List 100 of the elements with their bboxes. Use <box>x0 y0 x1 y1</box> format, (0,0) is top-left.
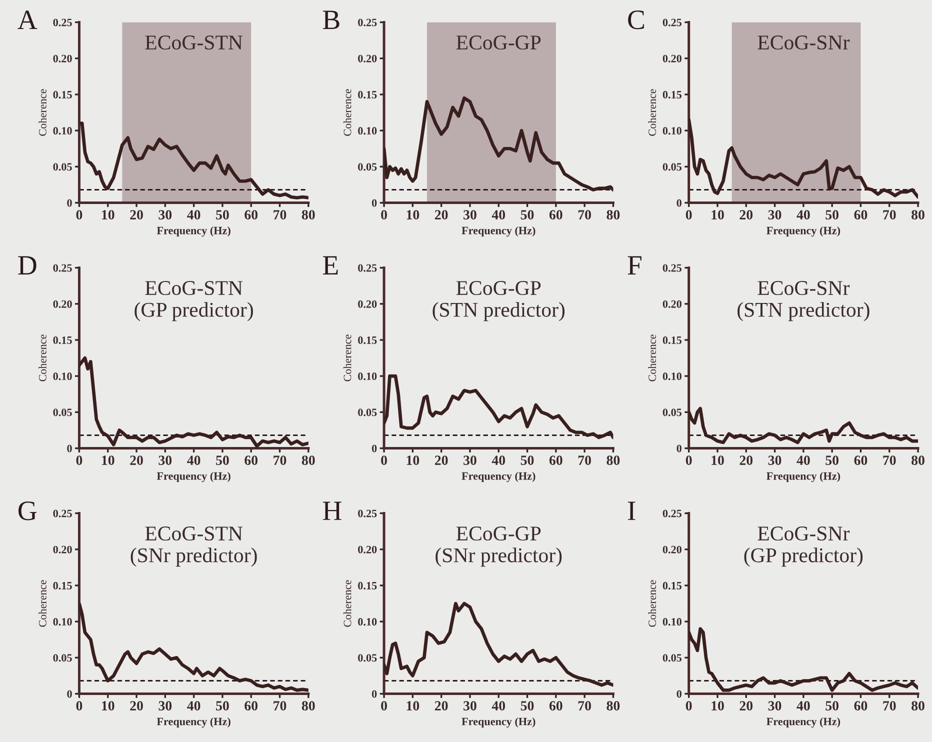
y-tick-label: 0.20 <box>662 300 682 308</box>
x-tick-label: 70 <box>883 456 896 465</box>
y-tick-label: 0 <box>372 444 377 452</box>
x-tick-label: 30 <box>158 456 172 465</box>
x-tick-label: 30 <box>158 701 172 710</box>
y-tick-label: 0.25 <box>662 510 682 518</box>
x-tick-label: 20 <box>130 210 143 220</box>
x-tick-label: 70 <box>578 210 591 220</box>
x-tick-label: 50 <box>520 210 534 220</box>
text: ECoG-GP (STN predictor) <box>432 281 565 322</box>
text: E <box>322 256 338 274</box>
y-tick-label: 0 <box>676 199 682 207</box>
text: G <box>18 502 37 520</box>
y-tick-label: 0.25 <box>53 510 72 518</box>
line-series <box>79 602 308 692</box>
x-axis-title: Frequency (Hz) <box>766 472 840 482</box>
x-axis-title: Frequency (Hz) <box>462 226 536 237</box>
y-tick-label: 0.10 <box>53 618 72 626</box>
line-series <box>688 627 918 692</box>
line-series <box>384 602 614 687</box>
y-tick-label: 0.25 <box>358 264 377 272</box>
chart-title: ECoG-SNr <box>758 36 850 50</box>
y-tick-label: 0.10 <box>358 127 377 135</box>
x-tick-label: 0 <box>381 210 387 220</box>
y-tick-label: 0.25 <box>53 264 72 272</box>
x-tick-label: 20 <box>130 701 143 710</box>
x-tick-label: 40 <box>492 456 506 465</box>
y-axis-title: Coherence <box>343 334 352 382</box>
x-tick-label: 60 <box>854 210 868 220</box>
y-axis-title: Coherence <box>343 89 352 136</box>
x-tick-label: 60 <box>549 210 562 220</box>
y-tick-label: 0.10 <box>358 618 377 626</box>
y-tick-label: 0.10 <box>662 618 682 626</box>
y-axis-title: Coherence <box>38 334 46 382</box>
x-tick-label: 40 <box>796 456 810 465</box>
y-tick-label: 0.10 <box>662 127 682 135</box>
text: F <box>628 256 642 274</box>
y-tick-label: 0.20 <box>53 54 72 62</box>
text: ECoG-STN (SNr predictor) <box>130 526 257 567</box>
x-tick-label: 50 <box>216 210 229 220</box>
y-tick-label: 0.20 <box>53 546 72 554</box>
y-tick-label: 0.15 <box>53 582 72 590</box>
x-tick-label: 30 <box>768 456 782 465</box>
x-tick-label: 20 <box>740 701 753 710</box>
y-axis-title: Coherence <box>38 580 46 627</box>
y-axis-title: Coherence <box>648 89 656 136</box>
y-tick-label: 0.15 <box>53 90 72 98</box>
x-axis-title: Frequency (Hz) <box>766 226 840 237</box>
x-tick-label: 50 <box>826 701 838 710</box>
y-axis-title: Coherence <box>648 334 656 382</box>
x-tick-label: 70 <box>274 210 286 220</box>
x-tick-label: 50 <box>520 701 534 710</box>
y-tick-label: 0.05 <box>53 408 72 416</box>
y-tick-label: 0 <box>372 199 377 207</box>
text: A <box>18 10 38 29</box>
line-series <box>688 118 918 199</box>
x-tick-label: 70 <box>274 456 286 465</box>
x-tick-label: 60 <box>244 210 258 220</box>
y-tick-label: 0.05 <box>662 408 682 416</box>
x-tick-label: 60 <box>854 456 868 465</box>
x-tick-label: 0 <box>686 456 692 465</box>
x-tick-label: 20 <box>434 210 448 220</box>
x-tick-label: 30 <box>464 456 476 465</box>
x-tick-label: 0 <box>686 210 692 220</box>
y-tick-label: 0.20 <box>358 54 377 62</box>
y-tick-label: 0 <box>676 444 682 452</box>
x-tick-label: 30 <box>464 701 476 710</box>
x-tick-label: 10 <box>102 210 114 220</box>
x-tick-label: 50 <box>216 456 229 465</box>
x-tick-label: 0 <box>76 456 82 465</box>
x-axis-title: Frequency (Hz) <box>462 472 536 482</box>
x-tick-label: 10 <box>102 456 114 465</box>
x-tick-label: 20 <box>740 456 753 465</box>
line-series <box>384 96 614 192</box>
y-tick-label: 0.10 <box>662 372 682 380</box>
x-tick-label: 60 <box>244 456 258 465</box>
x-tick-label: 20 <box>434 456 448 465</box>
y-tick-label: 0.20 <box>358 546 377 554</box>
text: D <box>18 256 36 274</box>
chart-title: ECoG-GP <box>456 36 541 50</box>
x-tick-label: 60 <box>549 701 562 710</box>
x-tick-label: 0 <box>381 701 387 710</box>
text: I <box>628 502 636 520</box>
x-tick-label: 80 <box>606 701 620 710</box>
y-tick-label: 0.25 <box>358 510 377 518</box>
text: H <box>322 502 342 520</box>
y-tick-label: 0.20 <box>358 300 377 308</box>
y-tick-label: 0.20 <box>53 300 72 308</box>
y-tick-label: 0 <box>676 690 682 698</box>
line-series <box>384 374 614 440</box>
x-tick-label: 10 <box>406 210 420 220</box>
x-tick-label: 80 <box>912 210 924 220</box>
x-tick-label: 70 <box>274 701 286 710</box>
text: ECoG-STN (GP predictor) <box>134 281 253 322</box>
x-tick-label: 40 <box>492 210 506 220</box>
x-tick-label: 20 <box>130 456 143 465</box>
text: ECoG-SNr (GP predictor) <box>744 526 863 567</box>
x-axis-title: Frequency (Hz) <box>156 717 230 728</box>
x-tick-label: 80 <box>302 210 315 220</box>
x-tick-label: 40 <box>187 456 200 465</box>
